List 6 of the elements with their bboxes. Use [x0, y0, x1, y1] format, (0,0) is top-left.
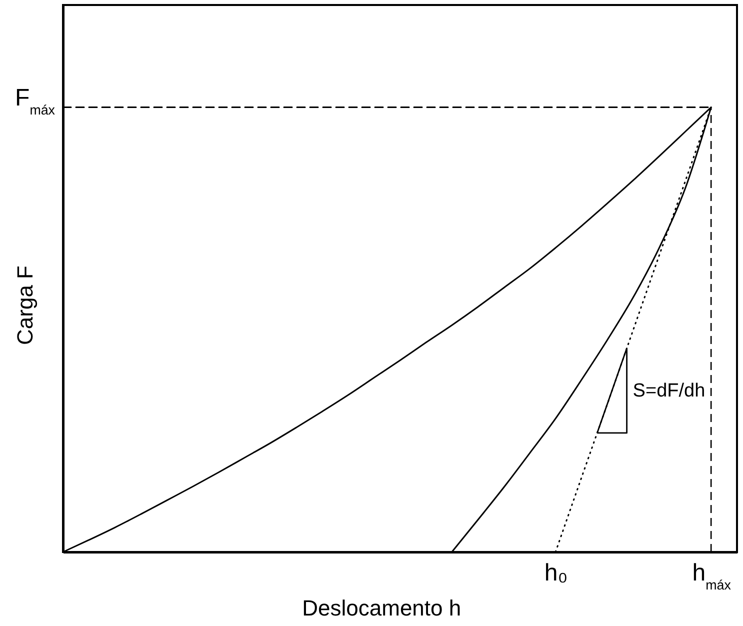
x-axis-title: Deslocamento h — [302, 596, 462, 620]
y-axis-title: Carga F — [12, 266, 38, 345]
x-tick-label: h$_{máx}$ — [692, 560, 732, 593]
text: F$_{máx}$ — [15, 84, 56, 118]
x-tick-label: h₀ — [544, 560, 568, 586]
annotation: S=dF/dh — [632, 380, 706, 402]
